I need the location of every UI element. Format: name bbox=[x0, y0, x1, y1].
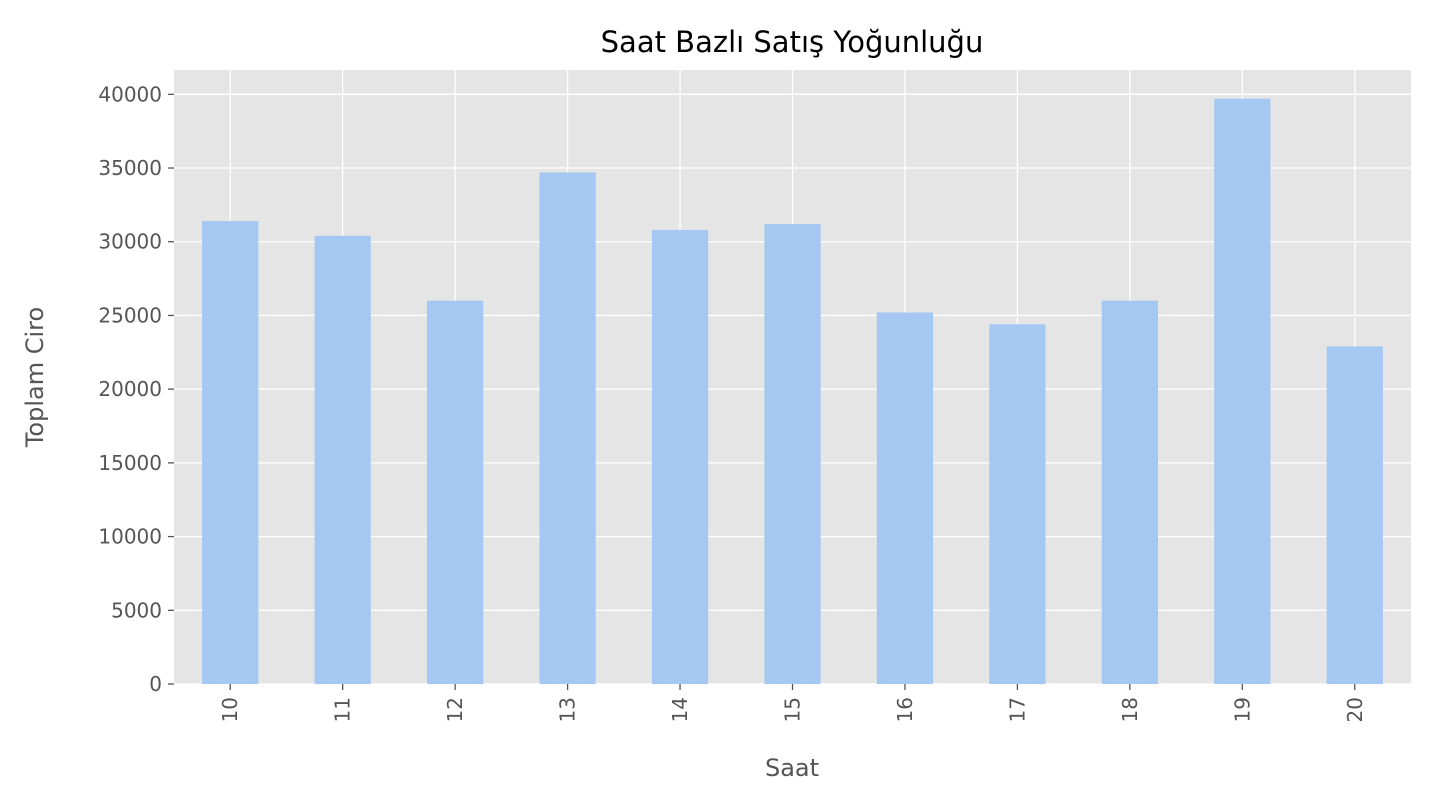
bar-14 bbox=[651, 229, 709, 684]
y-axis-ticks: 0 5000 10000 15000 20000 25000 30000 35000 40000 bbox=[98, 82, 174, 696]
y-tick-label: 40000 bbox=[98, 82, 162, 106]
y-tick-label: 30000 bbox=[98, 230, 162, 254]
x-tick-label: 20 bbox=[1343, 697, 1367, 722]
y-tick-label: 35000 bbox=[98, 156, 162, 180]
x-tick-label: 17 bbox=[1005, 697, 1029, 722]
bars bbox=[202, 98, 1383, 685]
chart-title: Saat Bazlı Satış Yoğunluğu bbox=[601, 25, 984, 59]
bar-17 bbox=[989, 324, 1046, 684]
bar-11 bbox=[314, 235, 371, 684]
x-axis-label: Saat bbox=[765, 754, 819, 782]
bar-12 bbox=[427, 300, 484, 684]
x-tick-label: 12 bbox=[443, 697, 467, 722]
x-tick-label: 13 bbox=[556, 697, 580, 722]
bar-19 bbox=[1214, 98, 1271, 684]
bar-16 bbox=[876, 312, 934, 684]
y-tick-label: 0 bbox=[149, 672, 162, 696]
x-tick-label: 18 bbox=[1118, 697, 1142, 722]
x-tick-label: 11 bbox=[331, 697, 355, 722]
y-tick-label: 5000 bbox=[111, 598, 162, 622]
x-tick-label: 16 bbox=[893, 697, 917, 722]
x-tick-label: 14 bbox=[668, 697, 692, 722]
y-tick-label: 25000 bbox=[98, 303, 162, 327]
x-tick-label: 19 bbox=[1230, 697, 1254, 722]
y-tick-label: 15000 bbox=[98, 451, 162, 475]
x-tick-label: 10 bbox=[218, 697, 242, 722]
bar-10 bbox=[202, 221, 259, 685]
bar-13 bbox=[539, 172, 596, 684]
bar-20 bbox=[1326, 346, 1383, 684]
x-axis-ticks: 10 11 12 13 14 15 16 17 18 19 20 bbox=[218, 684, 1367, 722]
x-tick-label: 15 bbox=[781, 697, 805, 722]
bar-18 bbox=[1101, 300, 1158, 684]
bar-15 bbox=[764, 224, 821, 684]
y-tick-label: 20000 bbox=[98, 377, 162, 401]
y-axis-label: Toplam Ciro bbox=[21, 307, 49, 448]
y-tick-label: 10000 bbox=[98, 525, 162, 549]
